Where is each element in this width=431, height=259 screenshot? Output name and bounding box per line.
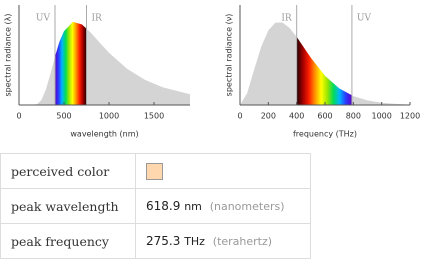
- result-table: perceived color peak wavelength 618.9 nm…: [0, 153, 311, 259]
- unit: nm: [184, 200, 202, 213]
- color-swatch: [146, 162, 163, 180]
- visible-spectrum: [55, 21, 87, 105]
- row: perceived color: [0, 153, 311, 189]
- number: 618.9: [146, 199, 181, 213]
- charts: UV IR 0 500 1000 1500 wavelength (nm) spectral …: [4, 5, 420, 139]
- radiance-area: [19, 21, 190, 105]
- value: 275.3 THz (terahertz): [135, 223, 311, 259]
- row: peak wavelength 618.9 nm (nanometers): [0, 188, 311, 224]
- note: (nanometers): [209, 200, 285, 213]
- y-axis-label: spectral radiance (ν): [225, 14, 234, 97]
- x-tick-label: 400: [289, 112, 304, 121]
- x-tick-label: 1000: [99, 112, 119, 121]
- x-tick-label: 0: [16, 112, 21, 121]
- label: peak wavelength: [0, 188, 136, 224]
- annotation: UV: [357, 14, 372, 24]
- x-tick-label: 0: [237, 112, 242, 121]
- x-tick-label: 600: [317, 112, 332, 121]
- y-axis-label: spectral radiance (λ): [4, 14, 13, 97]
- value: [135, 153, 311, 189]
- value: 618.9 nm (nanometers): [135, 188, 311, 224]
- number: 275.3: [146, 234, 181, 248]
- radiance-area: [240, 22, 410, 105]
- x-axis-label: wavelength (nm): [70, 130, 138, 139]
- label: perceived color: [0, 153, 136, 189]
- note: (terahertz): [212, 235, 273, 248]
- x-tick-label: 1500: [144, 112, 164, 121]
- x-tick-label: 800: [346, 112, 361, 121]
- x-axis-label: frequency (THz): [293, 130, 357, 139]
- x-tick-label: 500: [56, 112, 71, 121]
- row: peak frequency 275.3 THz (terahertz): [0, 223, 311, 259]
- label: peak frequency: [0, 223, 136, 259]
- x-tick-label: 1200: [400, 112, 420, 121]
- visible-spectrum: [296, 36, 352, 105]
- x-tick-label: 1000: [371, 112, 391, 121]
- x-tick-label: 200: [261, 112, 276, 121]
- annotation: IR: [281, 14, 292, 24]
- unit: THz: [184, 235, 205, 248]
- annotation: UV: [36, 14, 51, 24]
- annotation: IR: [92, 14, 103, 24]
